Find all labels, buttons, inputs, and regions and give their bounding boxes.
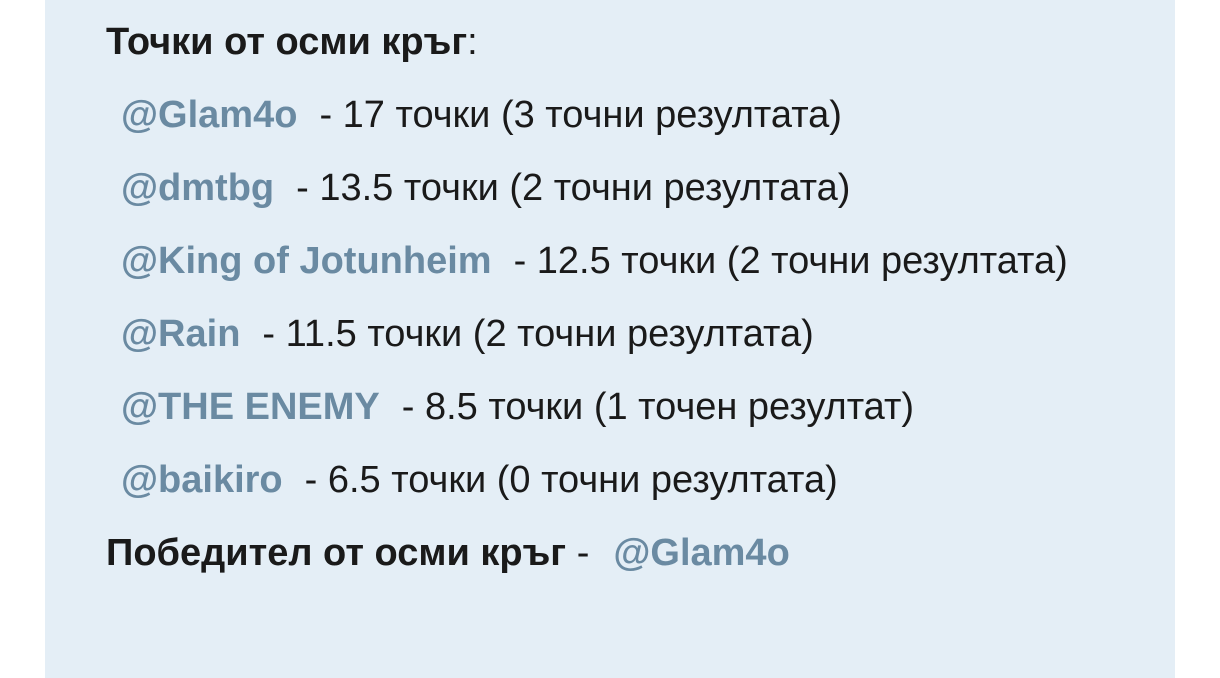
result-row: @dmtbg - 13.5 точки (2 точни резултата): [106, 152, 1175, 225]
result-row: @King of Jotunheim - 12.5 точки (2 точни …: [106, 225, 1106, 298]
result-text: - 17 точки (3 точни резултата): [319, 94, 842, 136]
result-text: - 11.5 точки (2 точни резултата): [262, 313, 814, 355]
winner-separator: -: [576, 532, 590, 574]
user-mention[interactable]: @dmtbg: [121, 167, 275, 209]
heading-colon: :: [467, 21, 478, 63]
result-row: @baikiro - 6.5 точки (0 точни резултата): [106, 444, 1175, 517]
user-mention[interactable]: @baikiro: [121, 459, 283, 501]
user-mention[interactable]: @King of Jotunheim: [121, 240, 492, 282]
winner-label: Победител от осми кръг: [106, 532, 567, 574]
result-row: @Rain - 11.5 точки (2 точни резултата): [106, 298, 1175, 371]
user-mention[interactable]: @THE ENEMY: [121, 386, 380, 428]
winner-row: Победител от осми кръг - @Glam4o: [106, 517, 1175, 590]
heading-text: Точки от осми кръг: [106, 21, 468, 63]
user-mention[interactable]: @Rain: [121, 313, 241, 355]
result-text: - 8.5 точки (1 точен резултат): [401, 386, 915, 428]
round-heading: Точки от осми кръг:: [106, 6, 1175, 79]
winner-mention[interactable]: @Glam4o: [613, 532, 790, 574]
result-text: - 12.5 точки (2 точни резултата): [513, 240, 1068, 282]
result-row: @Glam4o - 17 точки (3 точни резултата): [106, 79, 1175, 152]
result-text: - 13.5 точки (2 точни резултата): [296, 167, 851, 209]
forum-post: Точки от осми кръг: @Glam4o - 17 точки (3…: [45, 0, 1175, 678]
user-mention[interactable]: @Glam4o: [121, 94, 298, 136]
result-text: - 6.5 точки (0 точни резултата): [304, 459, 838, 501]
result-row: @THE ENEMY - 8.5 точки (1 точен резултат): [106, 371, 1175, 444]
